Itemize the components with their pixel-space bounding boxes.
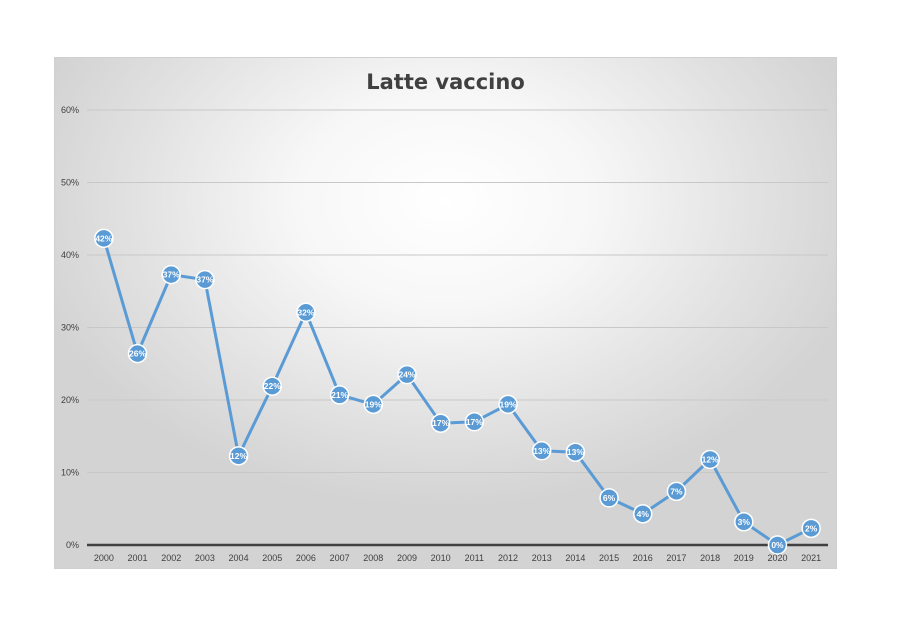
data-point	[430, 413, 451, 433]
x-tick-label: 2013	[532, 553, 552, 563]
y-tick-label: 20%	[61, 395, 79, 405]
y-tick-label: 60%	[61, 105, 79, 115]
data-point	[329, 385, 350, 405]
data-points: 42% 26% 37% 37% 12% 22% 32% 21% 19% 24% 17% 17% 19% 1…	[94, 228, 821, 555]
data-label: 37%	[196, 275, 213, 285]
x-tick-label: 2009	[397, 553, 417, 563]
chart-area: Latte vaccino 0% 10% 20% 30% 40% 50% 60% 2000 2…	[54, 57, 837, 569]
data-label: 13%	[567, 447, 584, 457]
data-point	[228, 446, 249, 466]
data-label: 6%	[603, 493, 616, 503]
x-tick-label: 2004	[229, 553, 249, 563]
data-point	[161, 264, 181, 285]
chart-title: Latte vaccino	[366, 70, 525, 94]
x-tick-label: 2005	[262, 553, 282, 563]
series-line	[102, 237, 812, 547]
x-tick-label: 2002	[161, 553, 181, 563]
x-tick-label: 2015	[599, 553, 619, 563]
line-chart: 0%10%20%30%40%50%60% 2000 2001 2002 2003 200…	[61, 105, 828, 563]
data-label: 7%	[670, 486, 683, 496]
data-point	[767, 535, 788, 555]
data-point	[565, 442, 586, 462]
gridlines	[87, 109, 828, 473]
x-tick-label: 2012	[498, 553, 518, 563]
data-label: 2%	[805, 523, 818, 533]
x-tick-label: 2021	[801, 553, 821, 563]
data-label: 42%	[95, 233, 112, 243]
data-label: 17%	[466, 417, 483, 427]
x-tick-label: 2008	[363, 553, 383, 563]
data-label: 0%	[771, 540, 784, 550]
data-label: 32%	[297, 307, 314, 317]
data-point	[363, 394, 384, 415]
data-point	[127, 343, 148, 364]
x-tick-label: 2014	[565, 553, 585, 563]
data-label: 3%	[738, 517, 751, 527]
data-label: 26%	[129, 349, 146, 359]
data-label: 13%	[533, 446, 550, 456]
data-label: 4%	[637, 509, 650, 519]
x-tick-label: 2006	[296, 553, 316, 563]
data-label: 22%	[264, 381, 281, 391]
x-tick-label: 2001	[128, 553, 148, 563]
y-tick-label: 10%	[61, 468, 79, 478]
x-tick-label: 2016	[633, 553, 653, 563]
data-point	[464, 412, 485, 432]
data-point	[633, 504, 653, 524]
x-tick-label: 2019	[734, 553, 754, 563]
data-point	[666, 481, 687, 502]
data-point	[262, 376, 282, 396]
series-line-group	[102, 237, 812, 547]
data-point	[734, 512, 754, 532]
data-point	[397, 364, 417, 385]
x-tick-label: 2018	[700, 553, 720, 563]
x-tick-label: 2003	[195, 553, 215, 563]
data-point	[498, 394, 518, 415]
data-label: 17%	[432, 418, 449, 428]
x-tick-label: 2010	[431, 553, 451, 563]
x-tick-label: 2020	[767, 553, 787, 563]
y-tick-label: 30%	[61, 323, 79, 333]
data-label: 19%	[500, 399, 517, 409]
data-point	[296, 302, 316, 323]
x-tick-label: 2007	[330, 553, 350, 563]
data-point	[195, 269, 215, 290]
y-tick-label: 0%	[66, 540, 79, 550]
data-label: 12%	[702, 454, 719, 464]
data-label: 19%	[365, 399, 382, 409]
data-point	[700, 449, 720, 470]
y-axis: 0% 10% 20% 30% 40% 50% 60%	[61, 105, 79, 550]
x-tick-label: 2017	[666, 553, 686, 563]
data-label: 37%	[163, 270, 180, 280]
x-tick-label: 2011	[465, 553, 484, 563]
data-label: 24%	[398, 370, 415, 380]
data-point	[801, 518, 821, 539]
x-axis: 2000 2001 2002 2003 2004 2005 2006 2007 2008 2009…	[87, 543, 828, 563]
data-label: 21%	[331, 390, 348, 400]
data-point	[599, 488, 619, 508]
x-tick-label: 2000	[94, 553, 114, 563]
data-label: 12%	[230, 451, 247, 461]
data-point	[531, 441, 552, 461]
y-tick-label: 40%	[61, 250, 79, 260]
data-point	[94, 228, 114, 249]
y-tick-label: 50%	[61, 178, 79, 188]
